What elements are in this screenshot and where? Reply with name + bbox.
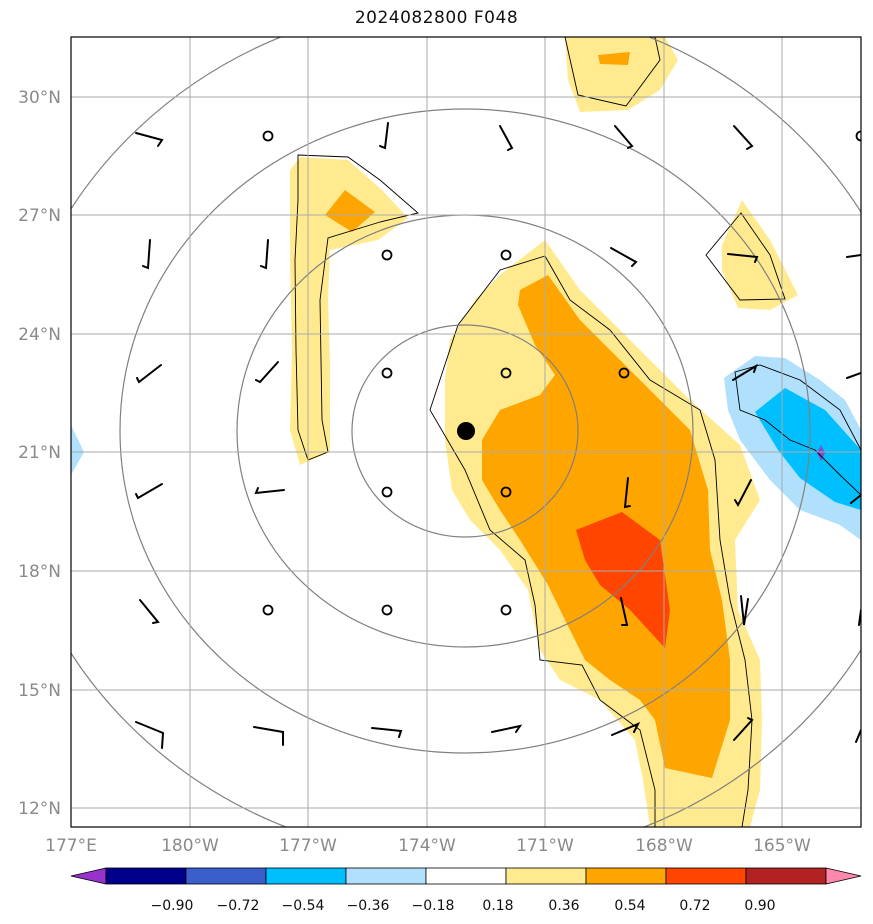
calm-wind-markers: [262, 130, 861, 616]
colorbar-tick-label: −0.54: [282, 898, 325, 914]
lon-label-165w: 165°W: [753, 836, 811, 856]
colorbar-tick-label: −0.18: [412, 898, 455, 914]
lon-label-168w: 168°W: [635, 836, 693, 856]
lat-label-15n: 15°N: [18, 681, 61, 701]
latitude-labels: 30°N 27°N 24°N 21°N 18°N 15°N 12°N: [18, 88, 61, 819]
lat-label-30n: 30°N: [18, 88, 61, 108]
colorbar-tick-label: 0.72: [679, 898, 710, 914]
lat-label-24n: 24°N: [18, 325, 61, 345]
colorbar-tick-label: 0.18: [482, 898, 513, 914]
lon-label-174w: 174°W: [398, 836, 456, 856]
colorbar-segment: [745, 867, 827, 885]
colorbar-tick-label: 0.90: [744, 898, 775, 914]
colorbar: [70, 867, 862, 885]
colorbar-segment: [585, 867, 667, 885]
negative-anomaly-core: [817, 445, 825, 461]
colorbar-extend-left: [70, 867, 107, 885]
colorbar-segment: [265, 867, 347, 885]
colorbar-segment: [505, 867, 587, 885]
colorbar-segment: [665, 867, 747, 885]
graticule: [71, 37, 861, 827]
colorbar-tick-label: −0.72: [217, 898, 260, 914]
lat-label-12n: 12°N: [18, 799, 61, 819]
colorbar-extend-right: [825, 867, 862, 885]
lon-label-177w: 177°W: [279, 836, 337, 856]
colorbar-labels: −0.90 −0.72 −0.54 −0.36 −0.18 0.18 0.36 …: [151, 898, 776, 914]
lon-label-171w: 171°W: [516, 836, 574, 856]
colorbar-tick-label: 0.36: [548, 898, 579, 914]
colorbar-segment: [105, 867, 187, 885]
lat-label-21n: 21°N: [18, 443, 61, 463]
storm-center-marker: [457, 422, 475, 440]
map-plot-area: [71, 37, 861, 827]
lat-label-18n: 18°N: [18, 562, 61, 582]
colorbar-tick-label: −0.36: [347, 898, 390, 914]
lon-label-180w: 180°W: [161, 836, 219, 856]
colorbar-tick-label: −0.90: [151, 898, 194, 914]
positive-anomaly-medium: [325, 52, 730, 778]
colorbar-segment: [425, 867, 507, 885]
longitude-labels: 177°E 180°W 177°W 174°W 171°W 168°W 165°…: [45, 836, 811, 856]
colorbar-tick-label: 0.54: [614, 898, 645, 914]
lon-label-177e: 177°E: [45, 836, 97, 856]
colorbar-segment: [345, 867, 427, 885]
map-title: 2024082800 F048: [354, 8, 519, 28]
lat-label-27n: 27°N: [18, 206, 61, 226]
map-frame: [70, 36, 862, 828]
wind-barbs: [135, 122, 861, 749]
colorbar-segment: [185, 867, 267, 885]
positive-anomaly-strong: [576, 512, 670, 648]
